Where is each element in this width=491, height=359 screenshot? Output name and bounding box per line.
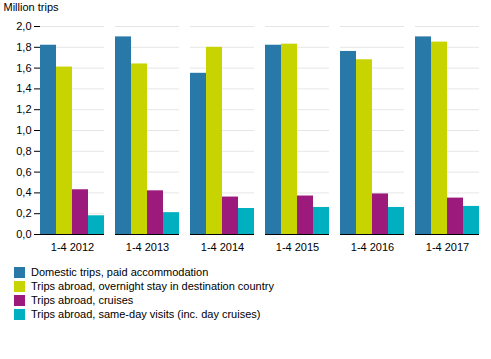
svg-text:0,6: 0,6 xyxy=(16,166,31,178)
svg-text:1,4: 1,4 xyxy=(16,82,31,94)
svg-text:Million trips: Million trips xyxy=(4,1,60,13)
html-text:Trips abroad, cruises: Trips abroad, cruises xyxy=(31,294,134,306)
svg-text:0,0: 0,0 xyxy=(16,228,31,240)
svg-text:0,4: 0,4 xyxy=(16,186,31,198)
svg-text:1,8: 1,8 xyxy=(16,41,31,53)
svg-text:1-4 2017: 1-4 2017 xyxy=(426,241,469,253)
svg-text:2,0: 2,0 xyxy=(16,20,31,32)
svg-text:1-4 2012: 1-4 2012 xyxy=(51,241,94,253)
svg-text:1,6: 1,6 xyxy=(16,62,31,74)
svg-text:1-4 2015: 1-4 2015 xyxy=(276,241,319,253)
svg-text:1-4 2014: 1-4 2014 xyxy=(201,241,244,253)
svg-text:0,8: 0,8 xyxy=(16,145,31,157)
html-text:Trips abroad, same-day visits: Trips abroad, same-day visits (inc. day … xyxy=(31,308,261,320)
svg-text:1,2: 1,2 xyxy=(16,103,31,115)
html-text:Trips abroad, overnight stay i: Trips abroad, overnight stay in destinat… xyxy=(31,280,274,292)
svg-text:1-4 2016: 1-4 2016 xyxy=(351,241,394,253)
svg-text:1,0: 1,0 xyxy=(16,124,31,136)
html-text:Domestic trips, paid accommoda: Domestic trips, paid accommodation xyxy=(31,266,209,278)
svg-text:0,2: 0,2 xyxy=(16,207,31,219)
svg-text:1-4 2013: 1-4 2013 xyxy=(126,241,169,253)
